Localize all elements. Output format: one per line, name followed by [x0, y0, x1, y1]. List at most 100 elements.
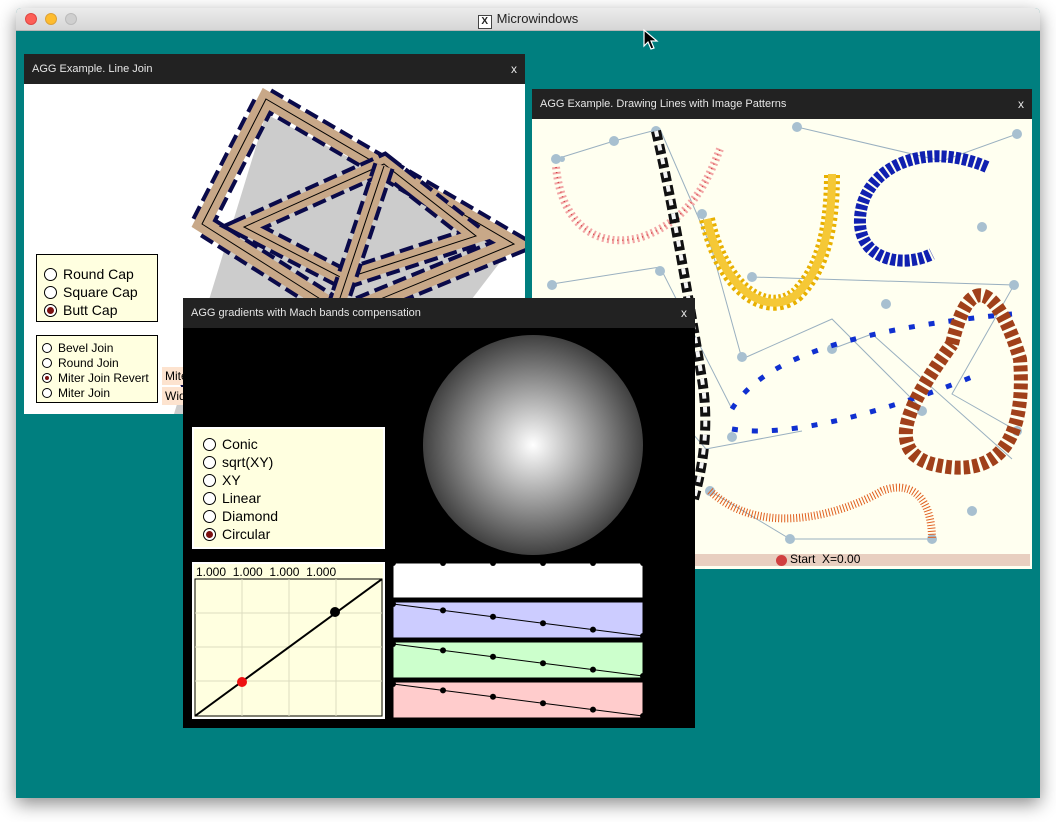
join-style-option[interactable]: Miter Join [42, 385, 157, 400]
miter-limit-slider[interactable]: Mite [162, 367, 186, 385]
spline-point-1[interactable] [330, 607, 340, 617]
radio-icon[interactable] [44, 303, 57, 317]
orange-pattern-line [707, 483, 936, 540]
blue-profile-point[interactable] [390, 601, 396, 607]
app-title: Microwindows [496, 11, 579, 26]
white-profile-point[interactable] [440, 560, 446, 566]
radio-icon[interactable] [203, 473, 216, 487]
white-profile-point[interactable] [490, 560, 496, 566]
gradients-window: AGG gradients with Mach bands compensati… [183, 298, 695, 728]
image-patterns-canvas[interactable] [532, 119, 1032, 569]
red-profile-point[interactable] [490, 693, 496, 700]
green-profile-point[interactable] [390, 641, 396, 647]
cap-style-option[interactable]: Square Cap [44, 283, 157, 301]
blue-profile-point[interactable] [490, 613, 496, 620]
green-profile-point[interactable] [490, 653, 496, 660]
cap-style-option[interactable]: Round Cap [44, 265, 157, 283]
minimize-window-button[interactable] [45, 13, 57, 25]
gradient-type-option-label: Linear [222, 490, 261, 506]
chain-pattern-core [654, 130, 708, 500]
gradient-type-option[interactable]: Conic [203, 435, 383, 453]
width-slider-label: Wid [165, 389, 186, 403]
gradient-type-option-label: XY [222, 472, 241, 488]
join-style-option[interactable]: Miter Join Revert [42, 370, 157, 385]
white-profile-bar[interactable] [392, 561, 644, 599]
spline-panel[interactable]: 1.000 1.000 1.000 1.000 [191, 561, 386, 720]
blue-profile-point[interactable] [640, 633, 646, 639]
red-profile-point[interactable] [640, 713, 646, 719]
start-slider-handle[interactable] [776, 555, 787, 566]
red-profile-point[interactable] [590, 706, 596, 713]
red-profile-point[interactable] [540, 700, 546, 707]
blue-profile-point[interactable] [440, 607, 446, 614]
gradients-title-bar[interactable]: AGG gradients with Mach bands compensati… [183, 298, 695, 328]
red-profile-point[interactable] [440, 687, 446, 694]
miter-slider-label: Mite [165, 369, 186, 383]
gradient-type-option[interactable]: Circular [203, 525, 383, 543]
blue-dash-line-2 [731, 374, 973, 434]
spline-curve [194, 578, 383, 717]
gradient-type-option[interactable]: Diamond [203, 507, 383, 525]
color-profile-bars[interactable] [390, 560, 646, 722]
line-join-title-bar[interactable]: AGG Example. Line Join x [24, 54, 525, 84]
start-slider[interactable]: Start X=0.00 [695, 552, 1030, 566]
join-style-panel: Bevel Join Round Join Miter Join Revert Mit… [36, 335, 158, 403]
gradient-type-option[interactable]: Linear [203, 489, 383, 507]
brown-pattern-line [898, 288, 1028, 475]
pink-pattern-line [552, 147, 724, 245]
circular-gradient-sphere [423, 335, 643, 555]
join-style-option-label: Bevel Join [58, 340, 114, 355]
line-join-close-button[interactable]: x [511, 62, 517, 76]
radio-icon[interactable] [203, 437, 216, 451]
green-profile-point[interactable] [640, 673, 646, 679]
image-patterns-title: AGG Example. Drawing Lines with Image Pa… [540, 98, 787, 110]
image-patterns-title-bar[interactable]: AGG Example. Drawing Lines with Image Pa… [532, 89, 1032, 119]
join-style-option-label: Round Join [58, 355, 119, 370]
radio-icon[interactable] [203, 491, 216, 505]
radio-icon[interactable] [44, 267, 57, 281]
width-slider[interactable]: Wid [162, 387, 186, 405]
radio-icon[interactable] [42, 387, 52, 398]
close-window-button[interactable] [25, 13, 37, 25]
yellow-pattern-line [699, 173, 840, 311]
radio-icon[interactable] [42, 357, 52, 368]
cap-style-option[interactable]: Butt Cap [44, 301, 157, 319]
zoom-window-button[interactable] [65, 13, 77, 25]
white-profile-point[interactable] [590, 560, 596, 566]
green-profile-point[interactable] [540, 660, 546, 667]
join-style-option-label: Miter Join [58, 385, 111, 400]
white-profile-point[interactable] [540, 560, 546, 566]
gradient-canvas[interactable] [183, 328, 695, 558]
line-join-title: AGG Example. Line Join [32, 63, 153, 75]
gradient-type-option[interactable]: XY [203, 471, 383, 489]
join-style-option[interactable]: Bevel Join [42, 340, 157, 355]
join-style-option[interactable]: Round Join [42, 355, 157, 370]
image-patterns-close-button[interactable]: x [1018, 97, 1024, 111]
gradient-type-option[interactable]: sqrt(XY) [203, 453, 383, 471]
blue-profile-point[interactable] [540, 620, 546, 627]
blue-profile-point[interactable] [590, 626, 596, 633]
cap-style-option-label: Round Cap [63, 266, 134, 282]
radio-icon[interactable] [203, 455, 216, 469]
spline-graph[interactable] [194, 578, 383, 717]
spline-values: 1.000 1.000 1.000 1.000 [196, 565, 337, 579]
radio-icon[interactable] [203, 527, 216, 541]
gradients-close-button[interactable]: x [681, 306, 687, 320]
radio-icon[interactable] [203, 509, 216, 523]
gradient-type-option-label: sqrt(XY) [222, 454, 274, 470]
radio-icon[interactable] [44, 285, 57, 299]
radio-icon[interactable] [42, 342, 52, 353]
blue-bead-line [854, 150, 990, 267]
mouse-cursor-icon [643, 28, 659, 50]
radio-icon[interactable] [42, 372, 52, 383]
white-profile-point[interactable] [390, 560, 396, 566]
white-profile-point[interactable] [640, 560, 646, 566]
green-profile-point[interactable] [590, 666, 596, 673]
join-style-option-label: Miter Join Revert [58, 370, 149, 385]
red-profile-line [392, 683, 644, 717]
green-profile-line [392, 643, 644, 677]
spline-point-0[interactable] [237, 677, 247, 687]
mac-title-bar[interactable]: X Microwindows [16, 8, 1040, 31]
green-profile-point[interactable] [440, 647, 446, 654]
red-profile-point[interactable] [390, 681, 396, 687]
